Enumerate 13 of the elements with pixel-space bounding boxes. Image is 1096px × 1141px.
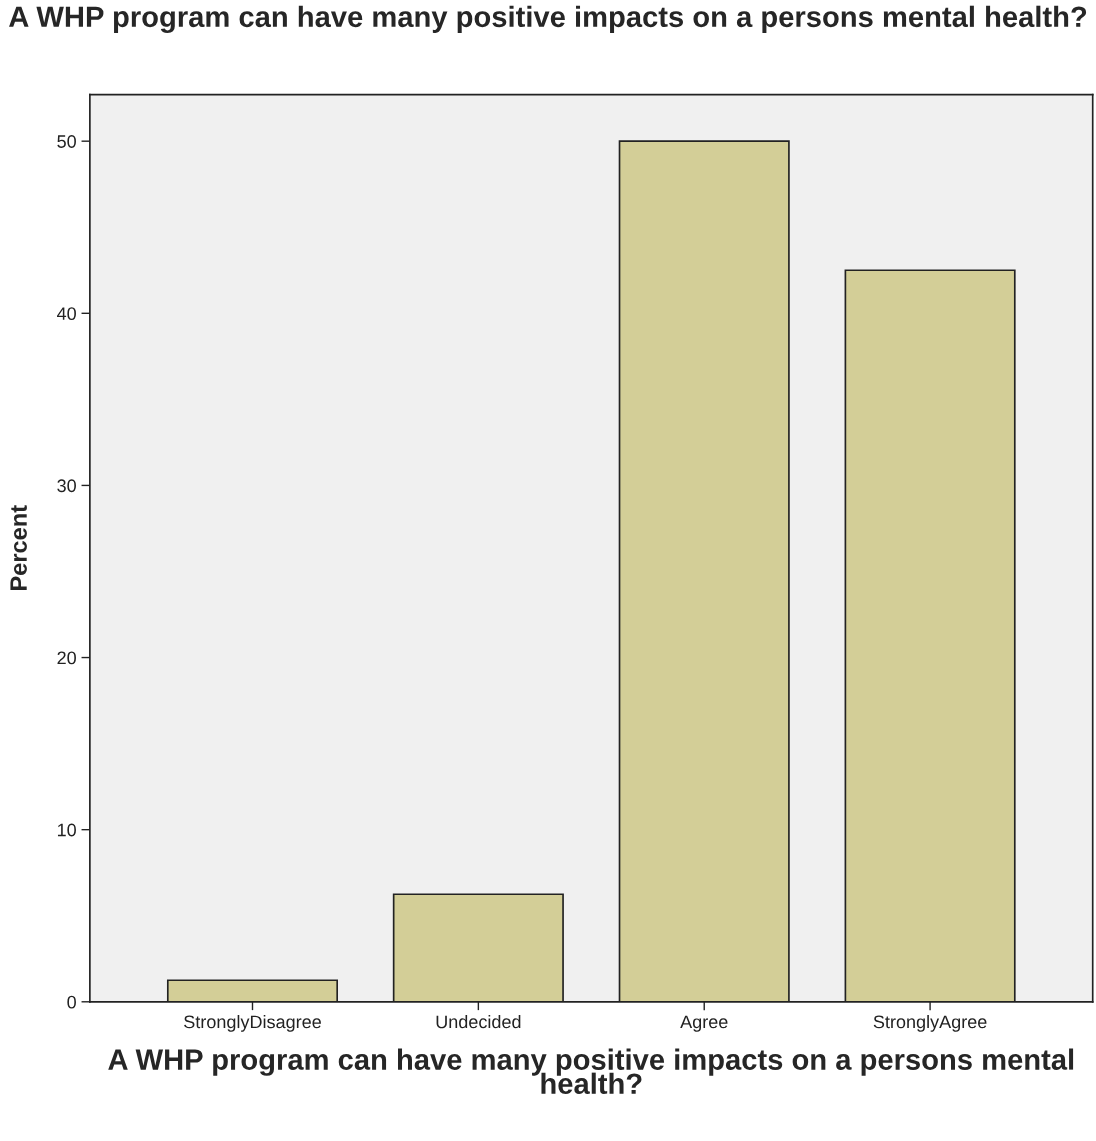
x-tick-label: Agree (680, 1015, 728, 1032)
chart-title: A WHP program can have many positive impacts on a persons mental health? (9, 5, 1087, 34)
y-tick-label: 10 (57, 823, 76, 837)
x-tick-label: Undecided (436, 1014, 521, 1029)
y-tick-label: 0 (67, 995, 76, 1009)
x-tick-label: StronglyDisagree (184, 1014, 321, 1032)
y-tick-label: 30 (57, 479, 76, 493)
x-axis-title: A WHP program can have many positive impacts on a persons mental health? (108, 1048, 1074, 1095)
y-tick-label: 20 (57, 651, 76, 665)
x-tick-label: StronglyAgree (873, 1014, 987, 1032)
y-tick-label: 50 (57, 135, 76, 148)
y-axis-title: Percent (10, 505, 27, 590)
y-tick-label: 40 (57, 307, 76, 321)
